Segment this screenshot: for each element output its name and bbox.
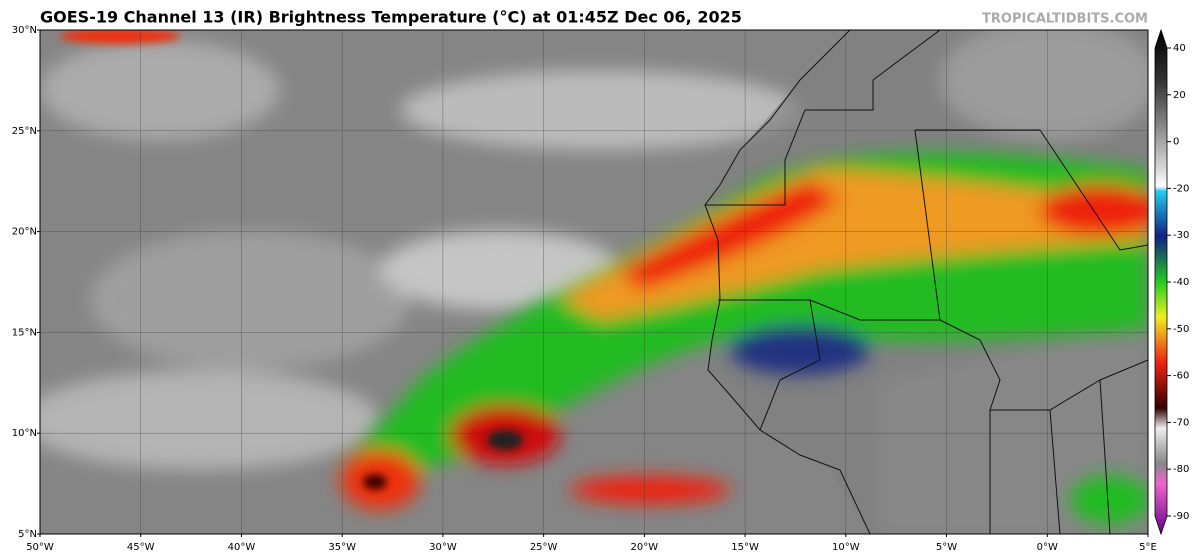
colorbar-tick-label: -20 bbox=[1173, 183, 1189, 194]
lon-label: 30°W bbox=[429, 542, 457, 553]
colorbar-tick-label: -30 bbox=[1173, 230, 1189, 241]
satellite-image bbox=[40, 30, 1148, 534]
colorbar-tick-label: -80 bbox=[1173, 464, 1189, 475]
colorbar-tick-label: 40 bbox=[1173, 43, 1186, 54]
lat-label: 25°N bbox=[12, 126, 37, 137]
colorbar-tick-label: -70 bbox=[1173, 417, 1189, 428]
colorbar bbox=[1154, 28, 1168, 536]
lat-label: 20°N bbox=[12, 227, 37, 238]
lat-label: 10°N bbox=[12, 428, 37, 439]
lon-label: 25°W bbox=[530, 542, 558, 553]
colorbar-tick-label: -50 bbox=[1173, 324, 1189, 335]
colorbar-tick-label: -60 bbox=[1173, 371, 1189, 382]
lon-label: 15°W bbox=[731, 542, 759, 553]
credit: TROPICALTIDBITS.COM bbox=[982, 12, 1148, 27]
lon-label: 5°E bbox=[1139, 542, 1157, 553]
colorbar-tick-label: 0 bbox=[1173, 137, 1179, 148]
colorbar-tick-label: 20 bbox=[1173, 90, 1186, 101]
lon-label: 35°W bbox=[328, 542, 356, 553]
colorbar-tick-label: -40 bbox=[1173, 277, 1189, 288]
lon-label: 50°W bbox=[26, 542, 54, 553]
lon-label: 5°W bbox=[936, 542, 957, 553]
title: GOES-19 Channel 13 (IR) Brightness Tempe… bbox=[40, 8, 742, 27]
lat-label: 15°N bbox=[12, 327, 37, 338]
colorbar-tick-label: -90 bbox=[1173, 511, 1189, 522]
lon-label: 0°W bbox=[1037, 542, 1058, 553]
lon-label: 10°W bbox=[832, 542, 860, 553]
lon-label: 20°W bbox=[631, 542, 659, 553]
map-frame bbox=[39, 29, 1149, 535]
lat-label: 30°N bbox=[12, 25, 37, 36]
lat-label: 5°N bbox=[18, 529, 37, 540]
lon-label: 40°W bbox=[228, 542, 256, 553]
lon-label: 45°W bbox=[127, 542, 155, 553]
